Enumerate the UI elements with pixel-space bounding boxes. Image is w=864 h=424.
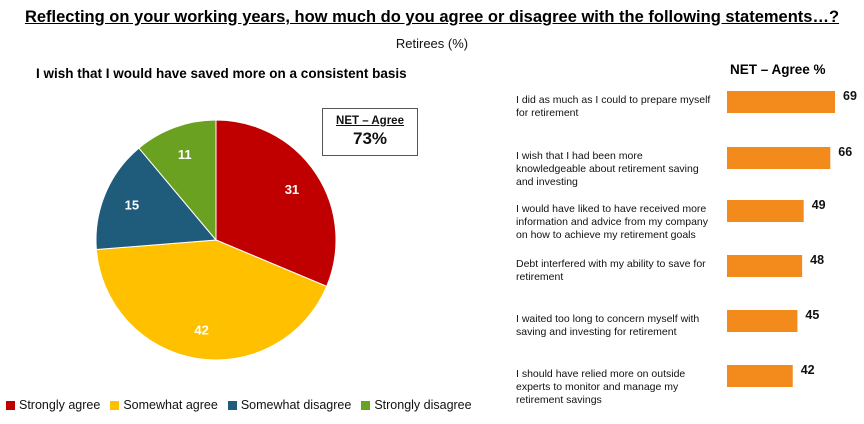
bar-category-label-3: I would have liked to have received more… [516, 203, 716, 242]
legend-label: Strongly agree [19, 398, 101, 412]
legend-swatch [227, 400, 237, 410]
pie-slice-somewhat-disagree [95, 147, 218, 251]
bar-value-label-6: 42 [801, 363, 815, 377]
bar-category-line: retirement savings [516, 394, 602, 406]
pie-legend: Strongly agree Somewhat agree Somewhat dis… [6, 398, 472, 412]
bar-category-label-5: I waited too long to concern myself with… [516, 313, 716, 339]
legend-item-somewhat-agree: Somewhat agree [110, 398, 218, 412]
bar-value-label-3: 49 [812, 198, 826, 212]
bar-category-line: I should have relied more on outside [516, 368, 686, 380]
bar-category-line: information and advice from my company [516, 216, 708, 228]
bar-category-label-6: I should have relied more on outside expe… [516, 368, 716, 407]
net-agree-label: NET – Agree [336, 115, 404, 127]
legend-item-strongly-disagree: Strongly disagree [361, 398, 472, 412]
net-agree-value: 73% [352, 129, 388, 148]
pie-slice-somewhat-agree [95, 239, 328, 361]
bar-6 [727, 365, 793, 387]
pie-value-label-somewhat-agree: 42 [194, 323, 208, 338]
bar-category-line: I would have liked to have received more [516, 203, 707, 215]
bar-category-line: and investing [516, 176, 578, 188]
bar-1 [727, 91, 835, 113]
bar-category-label-1: I did as much as I could to prepare myse… [516, 94, 716, 120]
bar-category-line: for retirement [516, 107, 579, 119]
bar-3 [727, 200, 804, 222]
bar-category-label-2: I wish that I had been more knowledgeable… [516, 150, 716, 189]
legend-swatch [6, 400, 15, 410]
bar-category-label-4: Debt interfered with my ability to save … [516, 258, 716, 284]
pie-value-label-strongly-disagree: 11 [178, 147, 192, 162]
bar-chart-header: NET – Agree % [730, 62, 826, 77]
bar-value-label-2: 66 [838, 145, 852, 159]
page-subtitle: Retirees (%) [395, 36, 469, 51]
bar-category-line: Debt interfered with my ability to save … [516, 258, 706, 270]
legend-swatch [361, 400, 371, 410]
legend-swatch [110, 400, 120, 410]
legend-item-strongly-agree: Strongly agree [6, 398, 100, 412]
bar-value-label-5: 45 [805, 308, 819, 322]
pie-chart-title: I wish that I would have saved more on a… [36, 66, 407, 81]
bar-4 [727, 255, 803, 277]
legend-label: Strongly disagree [374, 398, 472, 412]
bar-category-line: retirement [516, 271, 564, 283]
legend-label: Somewhat agree [123, 398, 218, 412]
bar-category-line: experts to monitor and manage my [516, 381, 679, 393]
pie-slice-strongly-disagree [138, 119, 217, 242]
bar-category-line: I did as much as I could to prepare myse… [516, 94, 711, 106]
bar-category-line: I wish that I had been more [516, 150, 643, 162]
pie-value-label-somewhat-disagree: 15 [125, 197, 139, 212]
bar-category-line: knowledgeable about retirement saving [516, 163, 699, 175]
pie-value-label-strongly-agree: 31 [285, 182, 299, 197]
legend-label: Somewhat disagree [240, 398, 352, 412]
bar-5 [727, 310, 798, 332]
bar-category-line: I waited too long to concern myself with [516, 313, 700, 325]
bar-category-line: on how to achieve my retirement goals [516, 229, 696, 241]
pie-slice-strongly-agree [215, 119, 337, 288]
bar-value-label-1: 69 [843, 89, 857, 103]
bar-category-line: saving and investing for retirement [516, 326, 677, 338]
bar-2 [727, 147, 831, 169]
bar-value-label-4: 48 [810, 253, 824, 267]
net-agree-box: NET – Agree 73% [322, 108, 418, 156]
legend-item-somewhat-disagree: Somewhat disagree [227, 398, 352, 412]
page-title: Reflecting on your working years, how mu… [24, 8, 840, 26]
